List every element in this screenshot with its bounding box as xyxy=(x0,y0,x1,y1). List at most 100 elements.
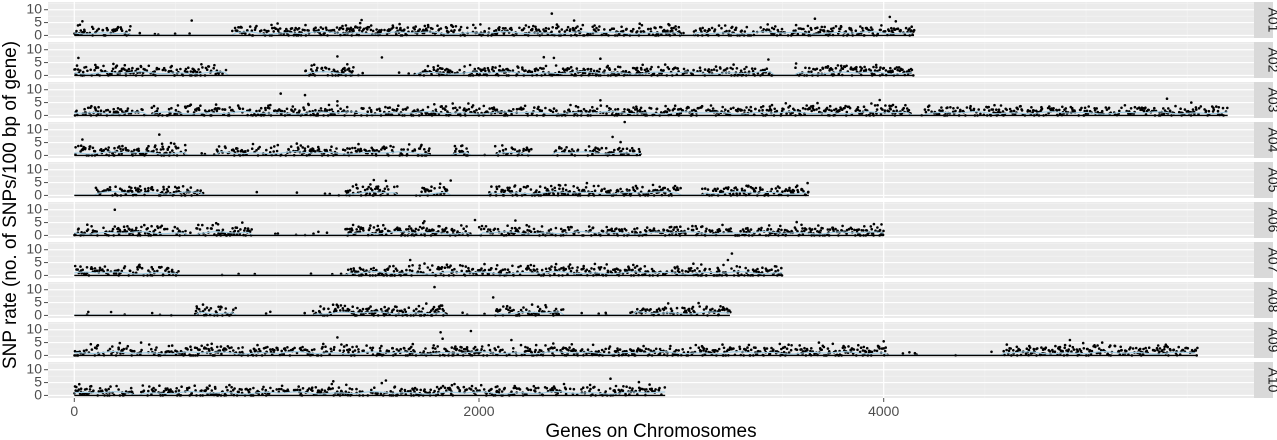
snp-point xyxy=(828,228,832,231)
snp-point xyxy=(594,146,597,149)
snp-point xyxy=(439,27,443,30)
snp-point xyxy=(335,309,338,313)
snp-point xyxy=(392,308,395,311)
snp-point xyxy=(525,223,528,227)
snp-point xyxy=(696,267,699,270)
snp-point xyxy=(140,225,143,229)
snp-point xyxy=(304,69,308,72)
snp-point xyxy=(792,189,796,193)
snp-point xyxy=(884,104,887,107)
snp-point xyxy=(719,305,722,308)
snp-point xyxy=(657,65,660,69)
snp-point xyxy=(187,66,190,69)
snp-point xyxy=(694,224,697,228)
snp-point xyxy=(605,112,608,115)
snp-point xyxy=(830,27,833,31)
snp-point xyxy=(710,68,713,72)
snp-point xyxy=(304,23,307,27)
snp-point xyxy=(358,28,361,32)
snp-point xyxy=(1083,109,1086,113)
snp-point xyxy=(241,221,244,224)
snp-point xyxy=(121,144,124,148)
snp-point xyxy=(616,189,620,193)
snp-point xyxy=(108,186,112,189)
snp-point xyxy=(492,69,496,73)
facet-strip-label: A03 xyxy=(1266,88,1277,113)
snp-point xyxy=(894,20,898,23)
snp-point xyxy=(83,30,86,33)
snp-point xyxy=(361,185,365,189)
snp-point xyxy=(314,108,317,112)
snp-point xyxy=(201,303,205,306)
snp-point xyxy=(745,65,748,69)
snp-point xyxy=(892,109,895,113)
snp-point xyxy=(1048,105,1051,108)
snp-point xyxy=(221,228,225,232)
snp-point xyxy=(735,188,739,191)
snp-point xyxy=(761,266,764,270)
snp-point xyxy=(533,69,537,73)
snp-point xyxy=(427,189,431,193)
snp-point xyxy=(506,186,509,190)
snp-point xyxy=(679,186,682,190)
snp-point xyxy=(700,263,703,266)
snp-point xyxy=(526,185,530,188)
snp-point xyxy=(806,24,810,28)
snp-point xyxy=(740,29,743,32)
snp-point xyxy=(610,151,613,154)
snp-point xyxy=(776,189,779,193)
snp-point xyxy=(438,307,442,310)
snp-point xyxy=(295,142,299,145)
snp-point xyxy=(800,223,803,227)
snp-point xyxy=(510,112,513,116)
snp-point xyxy=(609,107,612,111)
snp-point xyxy=(650,65,653,69)
snp-point xyxy=(250,147,254,150)
snp-point xyxy=(91,146,95,150)
snp-point xyxy=(339,26,343,30)
snp-point xyxy=(471,104,475,107)
snp-point xyxy=(190,19,193,22)
snp-point xyxy=(838,109,841,113)
snp-point xyxy=(463,107,466,110)
snp-point xyxy=(558,30,561,33)
snp-point xyxy=(311,309,315,313)
snp-point xyxy=(408,258,412,262)
snp-point xyxy=(441,67,444,70)
snp-point xyxy=(81,138,84,141)
snp-point xyxy=(619,140,622,144)
snp-point xyxy=(416,108,419,111)
snp-point xyxy=(271,26,274,30)
snp-point xyxy=(728,29,731,33)
snp-point xyxy=(447,68,450,72)
snp-point xyxy=(276,232,280,235)
snp-point xyxy=(392,264,395,268)
snp-point xyxy=(335,26,339,29)
snp-point xyxy=(882,66,886,70)
snp-point xyxy=(248,25,252,28)
snp-point xyxy=(544,305,548,309)
snp-point xyxy=(723,24,727,27)
snp-point xyxy=(483,30,487,34)
snp-point xyxy=(881,108,884,111)
snp-point xyxy=(494,29,498,32)
snp-point xyxy=(362,229,365,232)
snp-point xyxy=(636,307,639,311)
snp-point xyxy=(134,229,138,232)
snp-point xyxy=(810,228,814,231)
snp-point xyxy=(360,149,363,152)
snp-point xyxy=(265,148,268,152)
snp-point xyxy=(161,68,165,72)
snp-point xyxy=(739,229,742,233)
snp-point xyxy=(711,107,715,110)
snp-point xyxy=(618,65,622,69)
snp-point xyxy=(160,190,164,194)
snp-point xyxy=(585,110,588,113)
snp-point xyxy=(156,189,159,192)
snp-point xyxy=(258,145,262,149)
snp-point xyxy=(293,29,296,32)
snp-point xyxy=(628,268,631,271)
snp-point xyxy=(711,307,714,311)
snp-point xyxy=(341,307,345,310)
snp-point xyxy=(389,144,392,148)
